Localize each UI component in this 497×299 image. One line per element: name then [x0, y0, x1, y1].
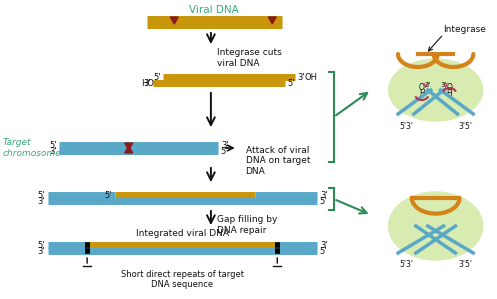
Text: H: H	[447, 89, 452, 98]
Text: Integrase cuts
viral DNA: Integrase cuts viral DNA	[217, 48, 282, 68]
Text: Gap filling by
DNA repair: Gap filling by DNA repair	[217, 215, 277, 235]
Text: H: H	[419, 89, 424, 98]
Text: 3': 3'	[320, 240, 328, 249]
Text: O: O	[419, 83, 425, 91]
Text: OH: OH	[305, 72, 318, 82]
Text: Viral DNA: Viral DNA	[189, 5, 239, 15]
Text: 3': 3'	[37, 196, 45, 205]
Text: Target
chromosome: Target chromosome	[3, 138, 62, 158]
Text: 3': 3'	[424, 82, 431, 88]
Text: Short direct repeats of target
DNA sequence: Short direct repeats of target DNA seque…	[121, 270, 244, 289]
Polygon shape	[125, 146, 133, 153]
Text: 5': 5'	[37, 240, 45, 249]
Text: 5': 5'	[221, 147, 228, 155]
Text: 5': 5'	[37, 190, 45, 199]
Polygon shape	[268, 17, 276, 24]
Text: 3': 3'	[143, 79, 151, 88]
Text: O: O	[447, 83, 452, 91]
Text: 5': 5'	[320, 196, 328, 205]
Text: 3': 3'	[37, 246, 45, 256]
Text: 3': 3'	[320, 190, 328, 199]
Text: 5'3': 5'3'	[399, 122, 413, 131]
Text: 5'3': 5'3'	[399, 260, 413, 269]
Polygon shape	[125, 143, 133, 150]
Text: 5': 5'	[104, 190, 112, 199]
Text: 3': 3'	[221, 141, 229, 150]
Text: 3'5': 3'5'	[458, 260, 472, 269]
Text: 5': 5'	[287, 79, 295, 88]
Text: 3'5': 3'5'	[458, 122, 472, 131]
Ellipse shape	[389, 192, 483, 260]
Text: 3': 3'	[297, 72, 305, 82]
Polygon shape	[170, 17, 178, 24]
Text: 3': 3'	[441, 82, 447, 88]
Text: 3': 3'	[49, 147, 57, 155]
Text: Integrated viral DNA: Integrated viral DNA	[136, 230, 229, 239]
Text: HO: HO	[142, 79, 155, 88]
Text: 5': 5'	[49, 141, 57, 150]
Ellipse shape	[389, 59, 483, 121]
Text: 5': 5'	[320, 246, 328, 256]
Text: Integrase: Integrase	[444, 25, 487, 34]
Text: Attack of viral
DNA on target
DNA: Attack of viral DNA on target DNA	[246, 146, 310, 176]
Text: 5': 5'	[153, 72, 161, 82]
